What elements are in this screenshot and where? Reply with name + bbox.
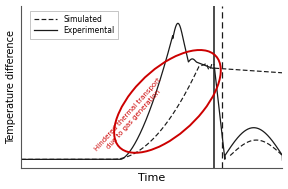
Experimental [118, 158, 122, 160]
Simulated [78, 158, 81, 160]
Simulated [207, 68, 211, 71]
Experimental [19, 158, 23, 160]
Experimental [78, 158, 81, 160]
Line: Simulated: Simulated [21, 64, 215, 159]
Y-axis label: Temperature difference: Temperature difference [5, 30, 16, 144]
Experimental [207, 66, 211, 68]
Simulated [92, 158, 96, 160]
Simulated [118, 158, 122, 160]
Experimental [176, 22, 180, 24]
Simulated [138, 149, 142, 151]
X-axis label: Time: Time [138, 174, 165, 184]
Line: Experimental: Experimental [21, 23, 215, 159]
Experimental [188, 59, 192, 61]
Simulated [188, 84, 192, 86]
Text: Hindered thermal transport
due to gas generation: Hindered thermal transport due to gas ge… [94, 77, 168, 157]
Simulated [205, 62, 208, 65]
Experimental [138, 133, 142, 135]
Simulated [19, 158, 23, 160]
Experimental [213, 67, 216, 69]
Simulated [213, 64, 216, 66]
Legend: Simulated, Experimental: Simulated, Experimental [30, 11, 118, 39]
Experimental [92, 158, 96, 160]
